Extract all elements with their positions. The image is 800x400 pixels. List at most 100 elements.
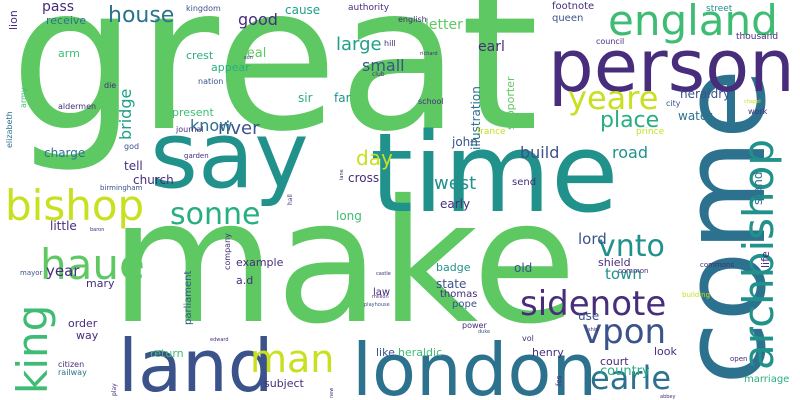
word-authority: authority	[348, 3, 390, 13]
word-aldermen: aldermen	[58, 102, 97, 111]
word-railway: railway	[58, 368, 87, 377]
word-day: day	[356, 146, 393, 170]
word-water: water	[678, 109, 713, 123]
word-play: play	[111, 383, 118, 396]
word-heraldry: heraldry	[680, 87, 731, 101]
word-use: use	[578, 309, 600, 323]
word-fos: fos	[555, 375, 563, 386]
word-parliament: parliament	[183, 270, 194, 325]
word-time: time	[370, 109, 619, 237]
word-court: court	[600, 355, 629, 368]
word-school: school	[418, 97, 444, 106]
word-appear: appear	[211, 61, 250, 74]
word-west: west	[434, 173, 477, 194]
word-subject: subject	[264, 377, 304, 390]
word-way: way	[76, 329, 99, 342]
word-france: france	[477, 127, 506, 137]
word-look: look	[654, 345, 677, 358]
word-duke: duke	[478, 329, 491, 335]
word-yeare: yeare	[568, 79, 659, 117]
word-england: england	[608, 0, 778, 45]
word-old: old	[514, 261, 533, 275]
word-river: river	[218, 118, 260, 139]
word-prince: prince	[636, 127, 665, 137]
word-queen: queen	[552, 13, 584, 24]
word-mayor: mayor	[20, 269, 43, 277]
word-pass: pass	[42, 0, 75, 15]
word-elizabeth: elizabeth	[5, 111, 14, 148]
word-order: order	[68, 317, 98, 330]
word-abbey: abbey	[660, 394, 676, 400]
word-street: street	[706, 4, 733, 14]
word-english: english	[398, 15, 427, 24]
word-say: say	[150, 102, 309, 209]
word-like: like	[376, 346, 395, 359]
word-mary: mary	[86, 277, 115, 290]
word-building: building	[682, 291, 711, 299]
word-birmingham: birmingham	[100, 184, 143, 192]
word-london: london	[352, 328, 598, 400]
word-citizen: citizen	[58, 360, 85, 369]
word-earl: earl	[478, 39, 505, 55]
word-son: son	[244, 55, 253, 61]
word-country: country	[600, 364, 650, 379]
word-club: club	[372, 71, 385, 78]
word-cause: cause	[285, 3, 321, 17]
word-early: early	[440, 197, 471, 211]
word-thousand: thousand	[736, 32, 779, 42]
word-sonne: sonne	[170, 197, 261, 232]
word-garden: garden	[184, 152, 209, 160]
word-footnote: footnote	[552, 1, 595, 12]
word-person: person	[548, 24, 795, 108]
word-example: example	[236, 256, 284, 269]
word-man: man	[250, 337, 335, 381]
word-common: common	[618, 267, 649, 275]
word-stand: stand	[751, 171, 765, 205]
word-army: army	[19, 87, 28, 108]
word-bridge: bridge	[116, 88, 135, 140]
word-henry: henry	[532, 346, 564, 359]
word-return: return	[150, 347, 184, 360]
word-lion: lion	[7, 10, 20, 30]
word-seal: seal	[240, 46, 267, 61]
word-pope: pope	[452, 299, 477, 310]
word-new: new	[329, 387, 335, 398]
word-thomas: thomas	[440, 289, 478, 300]
word-supporter: supporter	[504, 76, 517, 130]
word-god: god	[124, 142, 140, 151]
word-power: power	[462, 321, 487, 330]
word-lord: lord	[578, 230, 607, 248]
word-road: road	[612, 143, 648, 162]
word-lane: lane	[339, 169, 345, 180]
word-shield: shield	[598, 256, 631, 269]
word-make: make	[110, 164, 577, 362]
word-playhouse: playhouse	[364, 302, 390, 308]
word-work: work	[748, 107, 768, 116]
word-large: large	[336, 34, 382, 55]
word-sir: sir	[298, 91, 313, 105]
word-baron: baron	[90, 227, 105, 233]
word-ship: ship	[588, 327, 599, 333]
word-hall: hall	[287, 194, 294, 205]
word-life: life	[759, 251, 772, 268]
word-present: present	[172, 106, 214, 119]
word-sidenote: sidenote	[520, 284, 667, 324]
word-vnto: vnto	[598, 229, 665, 264]
word-haue: haue	[40, 240, 145, 289]
word-a.d: a.d	[236, 274, 254, 287]
word-nation: nation	[198, 77, 224, 86]
word-far: far	[334, 91, 351, 105]
word-kingdom: kingdom	[186, 4, 221, 13]
word-castle: castle	[376, 271, 391, 277]
word-edward: edward	[210, 337, 229, 343]
word-cross: cross	[348, 171, 380, 185]
word-build: build	[520, 143, 560, 162]
word-council: council	[596, 37, 625, 46]
word-land: land	[118, 324, 274, 400]
word-badge: badge	[436, 261, 471, 274]
word-vpon: vpon	[582, 312, 667, 352]
word-hill: hill	[384, 39, 396, 48]
word-john: john	[452, 135, 478, 149]
word-vol: vol	[522, 334, 534, 343]
